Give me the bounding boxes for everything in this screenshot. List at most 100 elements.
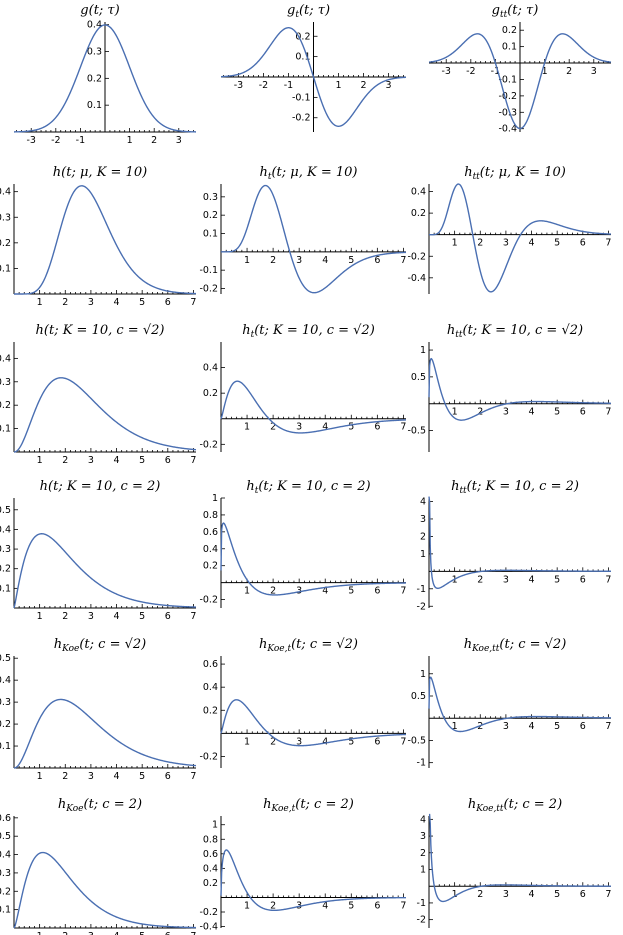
x-tick-label: -1 [491, 66, 500, 77]
y-tick-label: 0.5 [0, 653, 11, 664]
x-tick-label: 2 [477, 407, 483, 418]
title-args: (t; K = 10, c = √2) [254, 323, 375, 338]
y-tick-label: 0.1 [0, 263, 11, 274]
x-tick-label: 7 [605, 407, 611, 418]
x-tick-label: 3 [503, 238, 509, 249]
y-tick-label: 0.3 [0, 212, 11, 223]
x-tick-label: 2 [270, 255, 276, 266]
y-tick-label: -0.4 [199, 922, 218, 933]
y-tick-label: -0.3 [498, 107, 517, 118]
series-line [13, 24, 197, 133]
y-tick-label: -0.5 [407, 735, 426, 746]
y-tick-label: 0.1 [0, 905, 11, 916]
x-tick-label: 4 [322, 586, 328, 597]
chart-4: ht(t; μ, K = 10) 1 2 3 4 5 6 7 -0.2 -0.1 0.1 0.2 0.3 [199, 165, 406, 295]
y-tick-label: 0.2 [203, 878, 218, 889]
y-tick-label: 0.2 [0, 400, 11, 411]
x-tick-label: 4 [114, 771, 120, 782]
y-tick-label: 1 [212, 820, 218, 831]
x-tick-label: 5 [554, 407, 560, 418]
series-line [13, 377, 197, 453]
title-args: (t; K = 10, c = 2) [258, 479, 370, 494]
x-tick-label: 1 [37, 931, 43, 935]
x-tick-label: 6 [374, 422, 380, 433]
x-tick-label: 7 [400, 255, 406, 266]
chart-5-title: htt(t; μ, K = 10) [464, 165, 566, 182]
x-tick-label: 2 [477, 721, 483, 732]
chart-5: htt(t; μ, K = 10) 1 2 3 4 5 6 7 -0.4 -0.2 0.2 0.4 [407, 165, 611, 294]
chart-8-title: htt(t; K = 10, c = √2) [447, 323, 583, 340]
x-tick-label: 6 [165, 771, 171, 782]
y-tick-label: 0.8 [203, 510, 218, 521]
x-tick-label: 2 [270, 586, 276, 597]
y-tick-label: 2 [420, 848, 426, 859]
x-tick-label: 6 [580, 889, 586, 900]
y-tick-label: 1 [420, 864, 426, 875]
x-tick-label: 3 [385, 80, 391, 91]
y-tick-label: -0.2 [199, 595, 218, 606]
x-tick-label: 5 [139, 771, 145, 782]
x-tick-label: 2 [270, 736, 276, 747]
y-tick-label: -0.5 [407, 426, 426, 437]
x-tick-label: 2 [62, 611, 68, 622]
y-tick-label: 0.4 [87, 20, 102, 31]
x-tick-label: 5 [139, 931, 145, 935]
x-tick-label: 3 [88, 771, 94, 782]
series-line [428, 496, 612, 590]
x-tick-label: 2 [270, 422, 276, 433]
y-tick-label: -0.1 [498, 74, 517, 85]
chart-15: hKoe(t; c = 2) 1 2 3 4 5 6 7 0.1 0.2 0.3 0.4 0.5 0.6 [0, 797, 196, 935]
series-line [13, 851, 197, 929]
series-line [428, 357, 612, 421]
y-tick-label: 0.3 [87, 47, 102, 58]
y-tick-label: -0.2 [199, 907, 218, 918]
chart-2: gtt(t; τ) -3 -2 -1 1 2 3 -0.4 -0.3 -0.2 -0.1 0.1 0.2 [428, 3, 612, 135]
x-tick-label: 1 [244, 900, 250, 911]
title-base: h [464, 165, 472, 180]
x-tick-label: 7 [190, 455, 196, 466]
x-tick-label: 4 [529, 721, 535, 732]
chart-16-title: hKoe,t(t; c = 2) [263, 797, 354, 814]
x-tick-label: 1 [37, 771, 43, 782]
y-tick-label: 1 [420, 549, 426, 560]
chart-0: g(t; τ) -3 -2 -1 1 2 3 0.1 0.2 0.3 0.4 [13, 3, 197, 146]
title-subscript: t [251, 330, 255, 340]
y-tick-label: 0.2 [203, 210, 218, 221]
series-line [14, 185, 197, 295]
y-tick-label: 0.3 [0, 868, 11, 879]
y-tick-label: 0.1 [295, 52, 310, 63]
x-tick-label: 1 [37, 297, 43, 308]
series-line [428, 813, 611, 903]
chart-16: hKoe,t(t; c = 2)1 2 3 4 5 6 7-0.4-0.20.20.40.6… [199, 797, 406, 933]
x-tick-label: 1 [37, 455, 43, 466]
y-tick-label: -0.2 [292, 113, 311, 124]
y-tick-label: 0.1 [203, 229, 218, 240]
x-tick-label: 5 [139, 611, 145, 622]
x-tick-label: -1 [284, 80, 293, 91]
title-base: h [246, 479, 254, 494]
chart-17-title: hKoe,tt(t; c = 2) [468, 797, 562, 814]
x-tick-label: 5 [554, 574, 560, 585]
x-tick-label: 3 [591, 66, 597, 77]
y-tick-label: -0.1 [199, 265, 218, 276]
x-tick-label: 3 [176, 135, 182, 146]
chart-0-title: g(t; τ) [80, 3, 119, 18]
x-tick-label: 3 [296, 736, 302, 747]
y-tick-label: 0.1 [0, 424, 11, 435]
x-tick-label: 3 [503, 574, 509, 585]
x-tick-label: 5 [554, 238, 560, 249]
y-tick-label: 0.1 [87, 100, 102, 111]
y-tick-label: 1 [212, 493, 218, 504]
y-tick-label: 0.5 [411, 372, 426, 383]
x-tick-label: 1 [244, 255, 250, 266]
y-tick-label: 0.1 [0, 583, 11, 594]
y-tick-label: 0.4 [0, 524, 11, 535]
x-tick-label: 2 [477, 889, 483, 900]
y-tick-label: 0.2 [203, 561, 218, 572]
y-tick-label: 0.4 [411, 187, 426, 198]
x-tick-label: 5 [554, 889, 560, 900]
y-tick-label: -0.2 [498, 91, 517, 102]
title-base: h [259, 165, 267, 180]
x-tick-label: 4 [114, 931, 120, 935]
